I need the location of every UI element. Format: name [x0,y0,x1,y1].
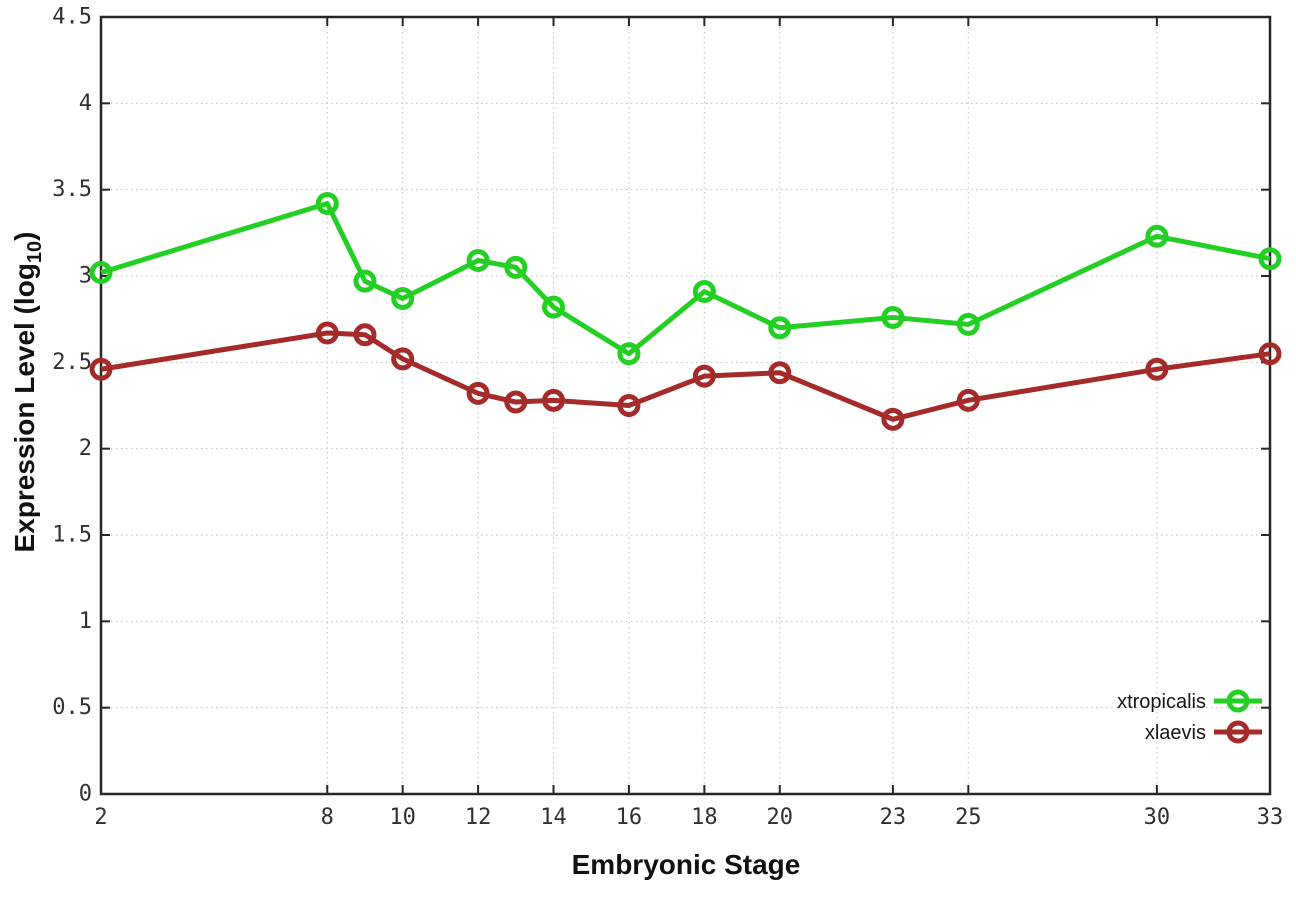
data-point-xlaevis [542,388,566,412]
data-point-xtropicalis [89,261,113,285]
data-point-xtropicalis [542,295,566,319]
data-point-xlaevis [1258,342,1282,366]
data-point-xtropicalis [391,286,415,310]
data-point-xlaevis [466,381,490,405]
data-point-xlaevis [89,357,113,381]
data-point-xtropicalis [353,269,377,293]
y-tick-label: 3.5 [52,177,92,202]
y-tick-label: 2 [79,436,92,461]
data-point-xtropicalis [881,305,905,329]
data-point-xtropicalis [466,248,490,272]
y-tick-label: 1 [79,609,92,634]
legend-layer: xtropicalis xlaevis [1117,689,1262,744]
data-point-xtropicalis [315,191,339,215]
data-point-xtropicalis [692,280,716,304]
data-point-xlaevis [692,364,716,388]
x-tick-label: 10 [389,805,416,830]
x-tick-label: 16 [616,805,643,830]
data-point-xlaevis [391,347,415,371]
y-tick-label: 1.5 [52,523,92,548]
series-line-xtropicalis [100,200,1271,357]
data-point-xlaevis [1145,357,1169,381]
data-point-xtropicalis [504,255,528,279]
y-axis-title-subscript: 10 [24,241,46,263]
x-tick-label: 12 [465,805,492,830]
legend-marker-xtropicalis [1226,689,1250,713]
x-tick-label: 25 [955,805,982,830]
x-tick-label: 30 [1144,805,1171,830]
data-point-xtropicalis [1145,224,1169,248]
data-point-xtropicalis [768,316,792,340]
legend-marker-xlaevis [1226,720,1250,744]
y-tick-label: 0 [79,782,92,807]
legend-label-xtropicalis: xtropicalis [1117,691,1206,713]
data-point-xlaevis [956,388,980,412]
y-axis-title: Expression Level (log10) [9,232,46,553]
y-tick-label: 2.5 [52,350,92,375]
data-point-xlaevis [315,321,339,345]
y-axis-title-close: ) [9,232,40,241]
plot-border [99,15,1272,796]
x-tick-label: 8 [321,805,334,830]
y-tick-label: 0.5 [52,695,92,720]
axis-layer: 2 8 10 12 14 16 18 20 23 25 30 33 0 0.5 1 1.5 2 2.5 3 3.5 4 4… [52,5,1283,831]
data-point-xtropicalis [617,342,641,366]
y-axis-title-main: Expression Level (log [9,263,40,552]
y-tick-label: 4 [79,91,92,116]
data-point-xlaevis [768,361,792,385]
series-line-xlaevis [100,330,1271,422]
x-tick-label: 20 [767,805,794,830]
data-point-xlaevis [881,407,905,431]
y-tick-label: 3 [79,264,92,289]
grid-layer [101,17,1270,794]
series-layer [89,191,1282,431]
data-point-xlaevis [504,390,528,414]
data-point-xtropicalis [1258,247,1282,271]
x-tick-label: 23 [880,805,907,830]
data-point-xlaevis [617,394,641,417]
x-tick-label: 14 [540,805,567,830]
x-tick-label: 18 [691,805,718,830]
legend-label-xlaevis: xlaevis [1145,722,1206,744]
x-axis-title: Embryonic Stage [572,849,801,880]
x-tick-label: 33 [1257,805,1284,830]
data-point-xtropicalis [956,312,980,336]
x-tick-label: 2 [94,805,107,830]
data-point-xlaevis [353,323,377,347]
y-tick-label: 4.5 [52,5,92,30]
